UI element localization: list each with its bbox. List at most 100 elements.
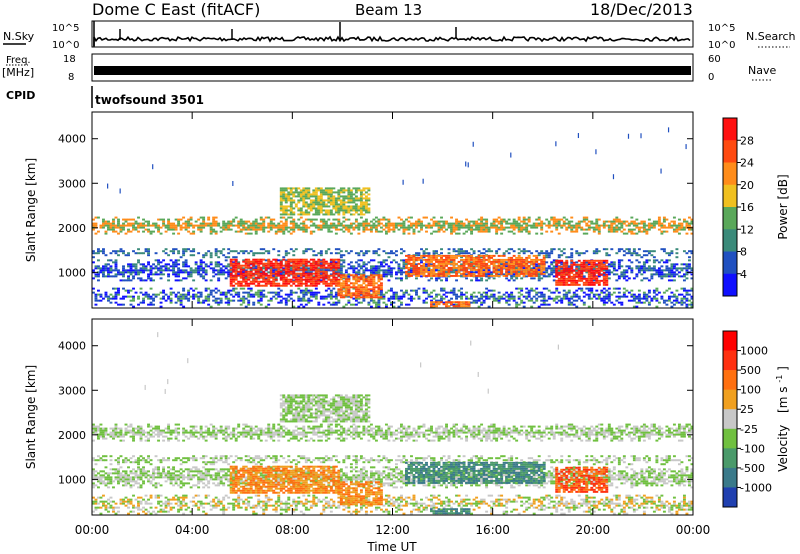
range-cell	[232, 287, 236, 290]
range-cell	[620, 220, 624, 223]
range-cell	[490, 226, 494, 229]
range-cell	[242, 267, 246, 270]
range-cell-enhanced	[512, 254, 516, 257]
range-cell-enhanced	[542, 258, 546, 261]
range-cell	[219, 271, 223, 274]
range-cell	[209, 261, 213, 264]
range-cell	[415, 293, 418, 296]
range-cell	[525, 218, 529, 221]
range-cell	[510, 222, 514, 225]
range-cell-enhanced	[284, 280, 288, 283]
range-cell-enhanced	[297, 284, 301, 287]
range-cell	[605, 289, 609, 292]
range-cell	[582, 220, 586, 223]
range-cell	[387, 273, 391, 276]
range-cell	[427, 252, 431, 255]
range-cell	[547, 267, 551, 270]
range-cell	[547, 256, 551, 259]
range-cell	[252, 303, 256, 306]
range-cell	[139, 287, 143, 290]
range-cell-enhanced	[289, 258, 293, 261]
range-cell-enhanced	[442, 272, 446, 275]
range-cell-enhanced	[332, 187, 336, 190]
range-cell-enhanced	[520, 256, 524, 259]
range-cell-enhanced	[537, 258, 541, 261]
range-cell	[122, 222, 125, 225]
range-cell-enhanced	[437, 303, 441, 306]
range-cell	[352, 222, 356, 225]
range-cell-enhanced	[297, 268, 301, 271]
range-cell-enhanced	[317, 195, 321, 198]
range-cell	[314, 295, 318, 298]
range-cell	[229, 293, 233, 296]
range-cell-enhanced	[432, 305, 436, 308]
range-cell	[149, 230, 153, 233]
range-cell	[510, 291, 514, 294]
range-cell	[99, 293, 103, 296]
range-cell-enhanced	[467, 262, 471, 265]
range-cell	[400, 259, 403, 262]
range-cell	[410, 297, 413, 300]
range-cell	[440, 228, 443, 231]
range-cell	[565, 222, 569, 225]
range-cell-enhanced	[595, 259, 599, 262]
range-cell	[400, 273, 403, 276]
range-cell	[157, 230, 161, 233]
range-cell	[364, 250, 368, 253]
range-cell	[477, 218, 481, 221]
range-cell	[582, 218, 586, 221]
range-cell	[597, 297, 601, 300]
range-cell-enhanced	[317, 199, 321, 202]
range-cell	[387, 279, 391, 282]
range-cell-enhanced	[302, 197, 306, 200]
range-cell	[157, 267, 161, 270]
range-cell-enhanced	[597, 271, 601, 274]
range-cell-enhanced	[364, 296, 368, 299]
range-cell-enhanced	[297, 213, 301, 216]
range-cell-enhanced	[287, 278, 291, 281]
range-cell-enhanced	[274, 278, 278, 281]
range-cell-enhanced	[332, 195, 336, 198]
range-cell	[442, 293, 446, 296]
range-cell	[149, 273, 153, 276]
range-cell	[184, 265, 188, 268]
range-cell	[349, 222, 353, 225]
range-cell	[319, 259, 323, 262]
range-cell	[550, 248, 554, 251]
range-cell	[157, 224, 161, 227]
range-cell-enhanced	[379, 274, 383, 277]
range-cell	[562, 297, 566, 300]
range-cell-sparse	[152, 164, 154, 170]
range-cell	[129, 271, 133, 274]
range-cell	[122, 287, 125, 290]
range-cell-enhanced	[229, 278, 233, 281]
range-cell	[435, 279, 438, 282]
range-cell	[262, 218, 266, 221]
range-cell	[610, 301, 614, 304]
range-cell	[282, 228, 286, 231]
range-cell-enhanced	[557, 267, 561, 270]
range-cell-enhanced	[432, 262, 436, 265]
range-cell	[307, 299, 311, 302]
range-cell	[112, 220, 115, 223]
range-cell-enhanced	[327, 276, 331, 279]
range-cell-enhanced	[339, 274, 343, 277]
range-cell	[585, 293, 589, 296]
range-cell-enhanced	[357, 290, 361, 293]
range-cell	[224, 259, 228, 262]
range-cell-enhanced	[522, 262, 526, 265]
range-cell	[384, 252, 388, 255]
range-cell-enhanced	[522, 258, 526, 261]
range-cell-enhanced	[377, 290, 381, 293]
range-cell	[440, 216, 443, 219]
range-cell	[157, 269, 161, 272]
range-cell-enhanced	[377, 276, 381, 279]
range-cell	[117, 222, 120, 225]
range-cell-enhanced	[605, 279, 609, 282]
range-cell-enhanced	[292, 266, 296, 269]
range-cell	[104, 220, 108, 223]
range-cell	[550, 269, 554, 272]
range-cell-enhanced	[507, 266, 511, 269]
range-cell	[560, 218, 564, 221]
range-cell-enhanced	[267, 280, 271, 283]
